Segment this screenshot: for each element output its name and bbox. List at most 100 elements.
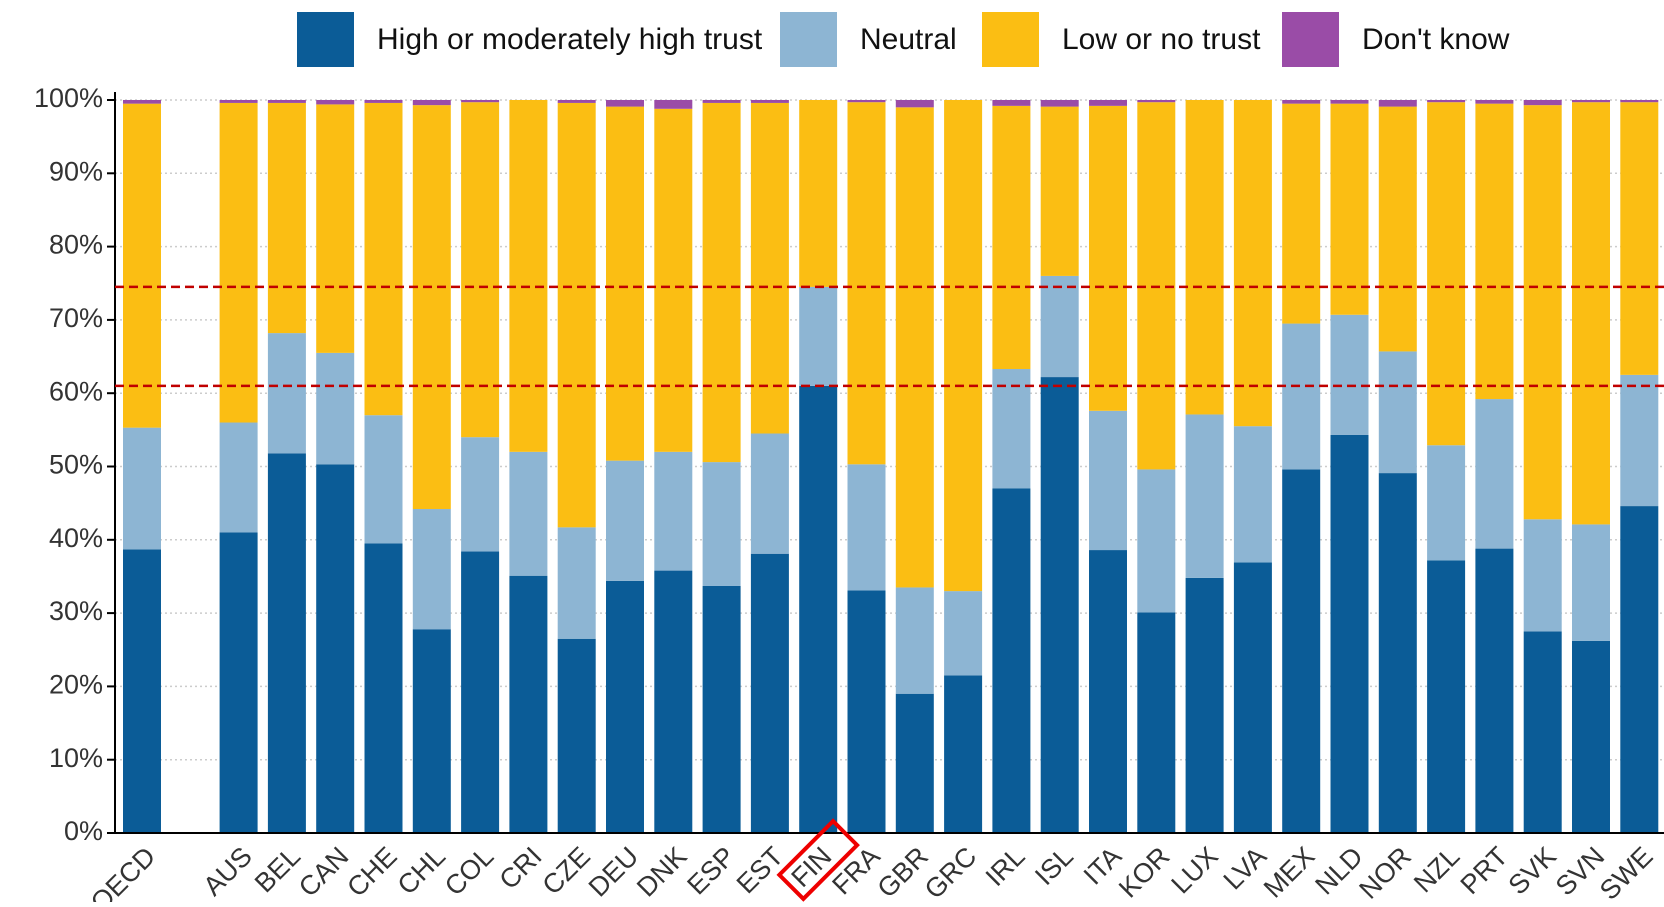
bar-segment bbox=[799, 286, 838, 386]
bar-segment bbox=[606, 460, 644, 581]
bar-segment bbox=[123, 103, 161, 428]
bar-segment bbox=[509, 575, 548, 833]
bar-segment bbox=[1137, 469, 1176, 613]
bar-segment bbox=[1040, 100, 1079, 107]
bar-segment bbox=[1137, 612, 1176, 833]
legend-label: Neutral bbox=[860, 23, 957, 56]
bar-segment bbox=[1185, 100, 1224, 415]
bar-segment bbox=[1378, 473, 1417, 833]
bar-segment bbox=[1089, 100, 1127, 106]
bar-segment bbox=[606, 100, 644, 107]
bar-segment bbox=[750, 100, 789, 103]
x-tick-label: FRA bbox=[826, 841, 885, 900]
x-tick-label: SVK bbox=[1503, 841, 1562, 900]
legend-label: High or moderately high trust bbox=[377, 23, 763, 56]
bar-segment bbox=[1378, 351, 1417, 474]
bar-segment bbox=[1572, 640, 1610, 833]
bar-segment bbox=[267, 453, 306, 833]
bar-segment bbox=[1620, 374, 1659, 507]
x-tick-label: AUS bbox=[197, 841, 257, 901]
y-tick-label: 0% bbox=[64, 816, 103, 846]
x-tick-label: KOR bbox=[1113, 841, 1176, 902]
bar-segment bbox=[557, 638, 596, 833]
bar-segment bbox=[702, 585, 741, 833]
x-tick-label: MEX bbox=[1258, 841, 1321, 902]
bar-segment bbox=[1040, 106, 1079, 276]
bar-segment bbox=[1282, 103, 1321, 324]
bar-segment bbox=[1330, 434, 1369, 833]
y-tick-label: 20% bbox=[49, 670, 103, 700]
bar-segment bbox=[364, 415, 403, 544]
y-tick-label: 80% bbox=[49, 230, 103, 260]
bar-segment bbox=[702, 102, 741, 463]
legend-swatch bbox=[1282, 12, 1339, 67]
bar-segment bbox=[219, 102, 258, 423]
y-tick-label: 40% bbox=[49, 523, 103, 553]
x-tick-label: PRT bbox=[1455, 841, 1514, 900]
x-tick-label: CZE bbox=[537, 841, 596, 900]
x-tick-label: CHE bbox=[341, 841, 403, 902]
bar-segment bbox=[1475, 399, 1514, 549]
x-tick-label: NZL bbox=[1408, 841, 1465, 898]
bar-segment bbox=[1475, 548, 1514, 833]
bar-segment bbox=[316, 100, 355, 105]
y-tick-label: 100% bbox=[34, 83, 103, 113]
bar-segment bbox=[992, 100, 1031, 106]
bar-segment bbox=[557, 100, 596, 103]
bar-segment bbox=[1233, 562, 1272, 833]
bar-segment bbox=[412, 105, 451, 510]
bar-segment bbox=[1620, 102, 1659, 375]
bar-segment bbox=[461, 100, 500, 103]
bar-segment bbox=[219, 100, 258, 103]
bar-segment bbox=[1282, 100, 1321, 104]
bar-segment bbox=[847, 100, 886, 103]
bar-segment bbox=[1282, 469, 1321, 833]
bar-segment bbox=[316, 104, 355, 353]
x-tick-label: FIN bbox=[786, 841, 838, 893]
bar-segment bbox=[412, 629, 451, 833]
bar-segment bbox=[364, 543, 403, 833]
highlight-box bbox=[776, 818, 860, 902]
bar-segment bbox=[123, 549, 161, 833]
bar-segment bbox=[944, 100, 983, 592]
bar-segment bbox=[895, 107, 934, 588]
x-tick-label: OECD bbox=[85, 841, 161, 902]
bar-segment bbox=[267, 333, 306, 454]
bar-segment bbox=[895, 100, 934, 108]
bar-segment bbox=[1089, 550, 1127, 833]
legend-swatch bbox=[297, 12, 354, 67]
bar-segment bbox=[1523, 105, 1562, 520]
bar-segment bbox=[1378, 100, 1417, 107]
bar-segment bbox=[1523, 100, 1562, 106]
bar-segment bbox=[509, 100, 548, 452]
bar-segment bbox=[267, 100, 306, 103]
y-tick-label: 60% bbox=[49, 376, 103, 406]
x-tick-label: ISL bbox=[1029, 841, 1079, 891]
bar-segment bbox=[1572, 100, 1610, 103]
bar-segment bbox=[654, 570, 693, 833]
legend-label: Don't know bbox=[1362, 23, 1510, 56]
legend-label: Low or no trust bbox=[1062, 23, 1261, 56]
bar-segment bbox=[702, 462, 741, 586]
x-tick-label: NLD bbox=[1309, 841, 1368, 900]
bar-segment bbox=[316, 352, 355, 465]
bar-segment bbox=[364, 100, 403, 103]
bar-segment bbox=[1282, 323, 1321, 470]
bar-segment bbox=[895, 587, 934, 694]
bar-segment bbox=[1475, 100, 1514, 104]
bar-segment bbox=[1330, 100, 1369, 104]
y-tick-label: 30% bbox=[49, 596, 103, 626]
legend-swatch bbox=[982, 12, 1039, 67]
bar-segment bbox=[750, 102, 789, 434]
bar-segment bbox=[1137, 100, 1176, 103]
bar-segment bbox=[750, 433, 789, 554]
bar-segment bbox=[509, 451, 548, 576]
bar-segment bbox=[1427, 102, 1466, 446]
x-tick-label: GRC bbox=[919, 841, 983, 902]
bar-segment bbox=[1185, 577, 1224, 833]
bar-segment bbox=[412, 509, 451, 630]
bar-segment bbox=[316, 464, 355, 833]
bar-segment bbox=[1523, 519, 1562, 632]
bar-segment bbox=[1040, 377, 1079, 833]
bar-segment bbox=[461, 551, 500, 833]
